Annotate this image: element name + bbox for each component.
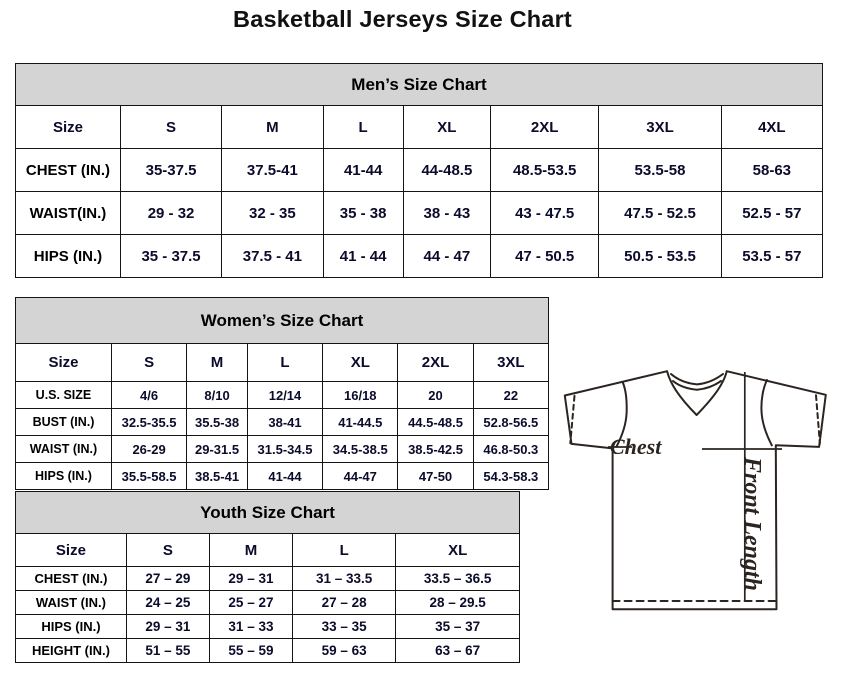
- svg-text:Chest: Chest: [610, 434, 662, 459]
- svg-text:Front Length: Front Length: [739, 456, 765, 591]
